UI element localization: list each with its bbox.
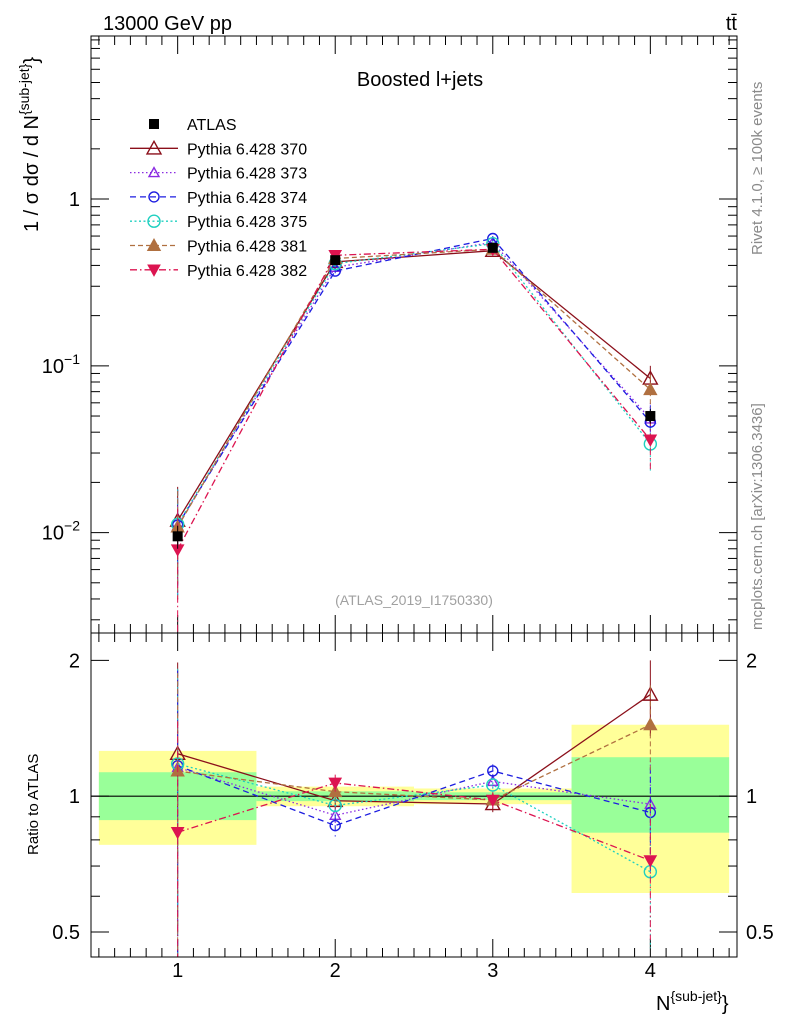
legend-marker-2 <box>147 166 161 178</box>
atlas-point <box>172 531 183 542</box>
series-5-ratio-point <box>643 855 658 868</box>
series-2-ratio-point <box>329 819 341 832</box>
series-1-line <box>177 241 651 527</box>
side-label-top: Rivet 4.1.0, ≥ 100k events <box>749 82 766 255</box>
legend-label-0: ATLAS <box>187 117 237 134</box>
y-tick-label: 10−2 <box>42 518 80 545</box>
ratio-tick-label-left: 2 <box>69 650 80 672</box>
y-axis-title-sup: {sub-jet} <box>16 63 32 115</box>
y-tick-label-base: 10 <box>42 523 64 545</box>
y-tick-label-base: 10 <box>42 356 64 378</box>
ratio-axis-title: Ratio to ATLAS <box>25 754 42 855</box>
ratio-frame <box>90 632 738 958</box>
atlas-point <box>487 242 498 253</box>
ratio-tick-label-left: 1 <box>69 786 80 808</box>
series-2-ratio-line <box>177 765 651 827</box>
legend-label-6: Pythia 6.428 382 <box>187 263 307 280</box>
analysis-watermark: (ATLAS_2019_I1750330) <box>335 592 493 608</box>
y-axis-title-suffix: } <box>21 57 43 64</box>
series-0-ratio-point <box>642 686 659 701</box>
ratio-panel: 1 2 3 4 0.5 0.5 1 1 2 2 Ratio to ATLAS <box>25 632 774 982</box>
energy-label: 13000 GeV pp <box>103 13 232 35</box>
legend-marker-0 <box>149 119 159 129</box>
y-tick-label: 10−1 <box>42 351 80 378</box>
y-axis-title-main: 1 / σ dσ / d N <box>21 115 43 232</box>
y-tick-label-exponent: −1 <box>64 351 80 367</box>
x-tick-label: 2 <box>330 960 341 982</box>
series-5-ratio-point <box>485 794 500 808</box>
x-axis-title-sup: {sub-jet} <box>670 988 722 1004</box>
x-tick-label: 1 <box>172 960 183 982</box>
side-label-bottom: mcplots.cern.ch [arXiv:1306.3436] <box>749 403 766 630</box>
legend-marker-6 <box>147 264 161 277</box>
series-5-line <box>177 248 651 550</box>
series-2-line <box>177 237 651 526</box>
legend-label-5: Pythia 6.428 381 <box>187 239 307 256</box>
x-tick-label: 4 <box>645 960 656 982</box>
series-3-line <box>177 242 651 525</box>
x-axis-title-suffix: } <box>722 993 729 1015</box>
y-tick-label-exponent: −2 <box>64 518 80 534</box>
svg-text:N{sub-jet}}: N{sub-jet}} <box>656 988 729 1015</box>
series-5-ratio-point <box>328 777 343 790</box>
series-3-ratio-line <box>177 763 651 873</box>
ratio-tick-label-right: 1 <box>746 786 757 808</box>
atlas-point <box>330 255 341 266</box>
x-tick-label: 3 <box>487 960 498 982</box>
svg-text:1 / σ dσ / d N{sub-jet}}: 1 / σ dσ / d N{sub-jet}} <box>16 57 43 232</box>
series-4-line <box>177 248 651 528</box>
chart-title: Boosted l+jets <box>357 69 483 91</box>
legend-marker-3 <box>148 191 160 203</box>
atlas-point <box>645 411 656 422</box>
ratio-plot-area: 1 2 3 4 0.5 0.5 1 1 2 2 <box>52 633 774 982</box>
legend-label-2: Pythia 6.428 373 <box>187 166 307 183</box>
series-4-ratio-line <box>177 724 651 801</box>
y-axis-title: 1 / σ dσ / d N{sub-jet}} <box>16 57 43 232</box>
x-axis-title-main: N <box>656 993 670 1015</box>
y-tick-label-base: 1 <box>69 189 80 211</box>
series-4-ratio-point <box>643 717 658 731</box>
series-2-ratio-point <box>487 765 499 777</box>
legend-marker-1 <box>145 139 163 155</box>
legend-label-4: Pythia 6.428 375 <box>187 214 307 231</box>
series-0-ratio-line <box>177 694 651 805</box>
series-3-ratio-point <box>486 778 500 792</box>
legend-marker-5 <box>146 238 162 252</box>
series-4-point <box>643 382 658 396</box>
legend: ATLAS Pythia 6.428 370 Pythia 6.428 373 Pyt… <box>130 117 307 280</box>
series-5-ratio-line <box>177 782 651 862</box>
ratio-tick-label-right: 2 <box>746 650 757 672</box>
legend-marker-4 <box>147 214 161 228</box>
main-plot-area: 10−210−11 <box>42 36 737 633</box>
series-0-line <box>177 250 651 521</box>
y-tick-label: 1 <box>69 189 80 211</box>
process-label: tt̄ <box>726 13 738 35</box>
x-axis-title: N{sub-jet}} <box>656 988 729 1015</box>
main-panel: 10−210−11 Boosted l+jets (ATLAS_2019_I17… <box>16 35 738 634</box>
ratio-tick-label-right: 0.5 <box>746 922 774 944</box>
legend-label-1: Pythia 6.428 370 <box>187 141 307 158</box>
series-5-point <box>643 434 658 447</box>
series-5-ratio-point <box>170 826 185 840</box>
series-1-ratio-point <box>486 774 499 787</box>
legend-label-3: Pythia 6.428 374 <box>187 190 307 207</box>
ratio-tick-label-left: 0.5 <box>52 922 80 944</box>
